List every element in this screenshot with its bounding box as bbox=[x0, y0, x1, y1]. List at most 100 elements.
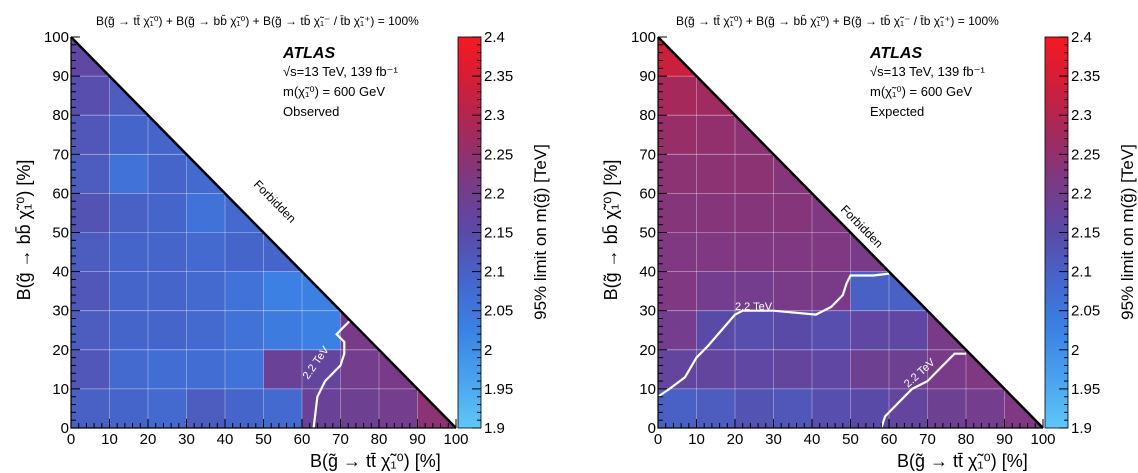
heatmap-cell bbox=[225, 271, 264, 311]
heatmap-cell bbox=[812, 271, 851, 311]
heatmap-cell bbox=[302, 388, 341, 428]
heatmap-cell bbox=[812, 388, 851, 428]
heatmap-cell bbox=[148, 232, 187, 272]
heatmap-cell bbox=[658, 76, 697, 116]
y-tick-label: 100 bbox=[44, 29, 69, 46]
heatmap-cell bbox=[850, 388, 889, 428]
heatmap-cell bbox=[696, 349, 735, 389]
annotation-energy: √s=13 TeV, 139 fb⁻¹ bbox=[870, 64, 986, 79]
cell-border bbox=[147, 349, 187, 390]
heatmap-cells bbox=[71, 37, 456, 428]
axis-ticks: 0 10 20 30 40 50 60 70 80 90 100 0 10 20 30 40 50 60 70 80 9… bbox=[631, 29, 1056, 448]
cell-border bbox=[224, 271, 264, 312]
cell-border bbox=[263, 310, 303, 351]
panel-expected: 0 10 20 30 40 50 60 70 80 90 100 0 10 20 30 40 50 60 70 80 9… bbox=[601, 14, 1100, 471]
colorbar-tick-label: 2.05 bbox=[484, 303, 513, 320]
cell-border bbox=[773, 271, 813, 312]
colorbar-tick-label: 2.15 bbox=[484, 225, 513, 242]
x-tick-label: 40 bbox=[217, 431, 234, 448]
heatmap-cell bbox=[812, 349, 851, 389]
cell-border bbox=[696, 349, 736, 390]
cell-border bbox=[263, 349, 303, 390]
colorbar-tick-label: 2.15 bbox=[1071, 225, 1100, 242]
heatmap-cell bbox=[71, 154, 110, 194]
contour-2p2-tev bbox=[657, 272, 966, 429]
colorbar-tick-label: 2.25 bbox=[1071, 146, 1100, 163]
colorbar-ticks: 1.9 1.95 2 2.05 2.1 2.15 2.2 2.25 2.3 2.35 2.4 bbox=[1044, 29, 1100, 437]
forbidden-boundary bbox=[657, 36, 1044, 429]
heatmap-cells bbox=[658, 37, 1043, 428]
heatmap-cell bbox=[109, 193, 148, 233]
heatmap-cell bbox=[71, 76, 110, 116]
heatmap-cell bbox=[186, 271, 225, 311]
cell-border bbox=[109, 271, 149, 312]
chart-title: ATLAS bbox=[869, 45, 922, 62]
contour-line bbox=[657, 272, 890, 398]
colorbar-tick-label: 2.4 bbox=[484, 29, 505, 46]
cell-border bbox=[186, 310, 226, 351]
x-axis-label: B(g̃ → tt̄ χ̃₁⁰) [%] bbox=[310, 451, 441, 471]
colorbar-tick-label: 2.3 bbox=[1071, 107, 1092, 124]
colorbar-tick-label: 2 bbox=[1071, 342, 1079, 359]
x-tick-label: 70 bbox=[332, 431, 349, 448]
heatmap-cell bbox=[850, 271, 889, 311]
cell-border bbox=[811, 271, 851, 312]
heatmap-cell bbox=[658, 349, 697, 389]
colorbar-label: 95% limit on m(g̃) [TeV] bbox=[1118, 144, 1137, 320]
heatmap-cell bbox=[889, 310, 928, 350]
cell-border bbox=[109, 193, 149, 233]
contour-line bbox=[880, 352, 966, 429]
cell-border bbox=[224, 349, 264, 390]
heatmap-cell bbox=[773, 388, 812, 428]
heatmap-cell bbox=[302, 349, 341, 389]
heatmap-cell bbox=[186, 193, 225, 233]
x-tick-label: 10 bbox=[101, 431, 118, 448]
heatmap-cell bbox=[696, 310, 735, 350]
heatmap-cell bbox=[71, 232, 110, 272]
x-tick-label: 90 bbox=[996, 431, 1013, 448]
y-tick-label: 0 bbox=[61, 420, 69, 437]
y-tick-label: 80 bbox=[52, 107, 69, 124]
annotation-mass: m(χ̃₁⁰) = 600 GeV bbox=[283, 84, 385, 99]
heatmap-cell bbox=[340, 349, 379, 389]
cell-border bbox=[773, 349, 813, 390]
x-tick-label: 40 bbox=[804, 431, 821, 448]
cell-border bbox=[696, 271, 736, 312]
x-tick-label: 50 bbox=[842, 431, 859, 448]
colorbar-tick-label: 2.2 bbox=[1071, 185, 1092, 202]
heatmap-cell bbox=[263, 349, 302, 389]
cell-border bbox=[696, 232, 736, 272]
heatmap-cell bbox=[927, 388, 966, 428]
heatmap-cell bbox=[927, 349, 966, 389]
heatmap-cell bbox=[812, 232, 851, 272]
cell-border bbox=[734, 232, 774, 272]
heatmap-cell bbox=[109, 271, 148, 311]
chart-title: ATLAS bbox=[282, 45, 335, 62]
colorbar-tick-label: 2.4 bbox=[1071, 29, 1092, 46]
heatmap-cell bbox=[148, 154, 187, 194]
heatmap-cell bbox=[148, 193, 187, 233]
colorbar-tick-label: 2.1 bbox=[1071, 264, 1092, 281]
cell-border bbox=[888, 349, 928, 390]
heatmap-cell bbox=[696, 193, 735, 233]
plot-frame bbox=[70, 37, 456, 429]
colorbar-tick-label: 2 bbox=[484, 342, 492, 359]
contour-label: 2.2 TeV bbox=[735, 301, 773, 313]
heatmap-cell bbox=[850, 349, 889, 389]
heatmap-cell bbox=[658, 232, 697, 272]
heatmap-cell bbox=[735, 349, 774, 389]
heatmap-cell bbox=[379, 388, 418, 428]
y-tick-label: 70 bbox=[639, 146, 656, 163]
heatmap-cell bbox=[109, 310, 148, 350]
heatmap-cell bbox=[735, 310, 774, 350]
x-tick-label: 60 bbox=[881, 431, 898, 448]
heatmap-cell bbox=[658, 388, 697, 428]
y-tick-label: 40 bbox=[52, 264, 69, 281]
cell-border bbox=[850, 310, 890, 351]
cell-border bbox=[696, 153, 736, 194]
heatmap-cell bbox=[966, 388, 1005, 428]
heatmap-cell bbox=[889, 349, 928, 389]
heatmap-cell bbox=[71, 310, 110, 350]
heatmap-cell bbox=[225, 310, 264, 350]
